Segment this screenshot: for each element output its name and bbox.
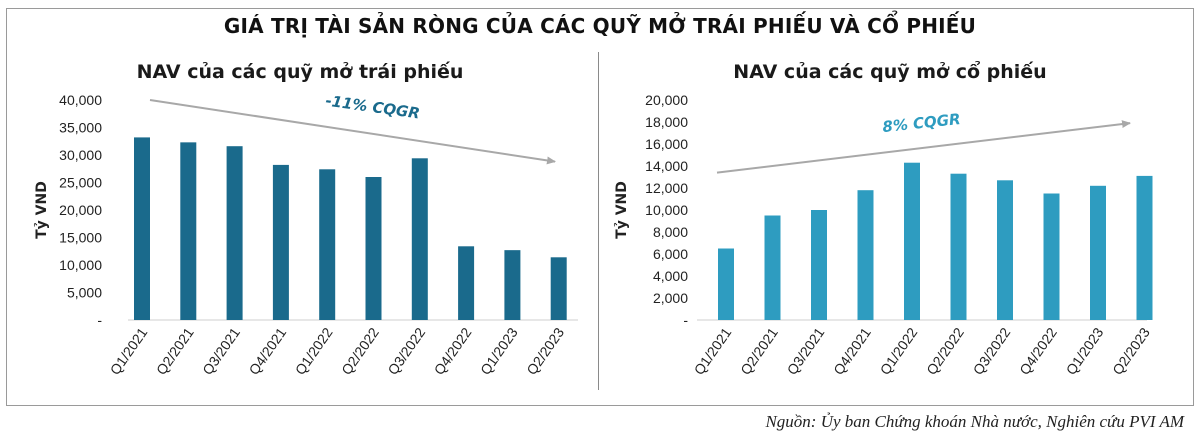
bar-q3-2022 — [411, 158, 428, 320]
x-tick-label: Q1/2023 — [477, 324, 521, 377]
chart-title: NAV của các quỹ mở cổ phiếu — [733, 60, 1046, 83]
y-tick-label: 14,000 — [645, 158, 688, 174]
x-tick-label: Q2/2022 — [338, 324, 382, 377]
x-tick-label: Q1/2021 — [691, 324, 735, 377]
y-tick-label: 25,000 — [59, 175, 102, 191]
trend-label: 8% CQGR — [882, 110, 962, 136]
y-tick-label: 20,000 — [645, 92, 688, 108]
bar-q1-2021 — [134, 137, 150, 320]
bar-q3-2021 — [226, 146, 243, 320]
bar-q4-2022 — [1043, 193, 1060, 320]
x-tick-label: Q4/2021 — [245, 324, 289, 377]
bar-q4-2022 — [458, 246, 475, 320]
y-tick-label: 10,000 — [59, 257, 102, 273]
y-tick-label: 4,000 — [653, 268, 688, 284]
bar-q4-2021 — [272, 164, 289, 320]
equity-fund-chart: NAV của các quỹ mở cổ phiếu Tỷ VND - 2,000 4… — [614, 60, 1153, 378]
x-tick-label: Q3/2022 — [970, 324, 1014, 377]
x-tick-label: Q2/2021 — [153, 324, 197, 377]
y-tick-label: 40,000 — [59, 92, 102, 108]
bar-q1-2023 — [1090, 185, 1106, 320]
main-title: GIÁ TRỊ TÀI SẢN RÒNG CỦA CÁC QUỸ MỞ TRÁI… — [223, 14, 977, 38]
y-tick-label: 18,000 — [645, 114, 688, 130]
y-axis-label: Tỷ VND — [34, 181, 50, 239]
x-tick-label: Q2/2023 — [523, 324, 567, 377]
bar-q1-2022 — [319, 169, 336, 320]
x-tick-label: Q2/2023 — [1109, 324, 1153, 377]
y-tick-label: 30,000 — [59, 147, 102, 163]
y-tick-label: 5,000 — [67, 285, 102, 301]
y-tick-label: 8,000 — [653, 224, 688, 240]
bar-q2-2023 — [1136, 175, 1153, 320]
bar-q2-2023 — [550, 257, 567, 320]
x-tick-label: Q3/2021 — [784, 324, 828, 377]
x-tick-label: Q2/2021 — [737, 324, 781, 377]
bar-q3-2021 — [811, 210, 827, 320]
y-tick-label: 12,000 — [645, 180, 688, 196]
x-tick-label: Q1/2021 — [107, 324, 151, 377]
y-tick-label: 15,000 — [59, 230, 102, 246]
panel-divider — [598, 52, 599, 390]
y-tick-label: 20,000 — [59, 202, 102, 218]
bar-q2-2021 — [180, 142, 197, 320]
y-tick-label: 35,000 — [59, 120, 102, 136]
y-tick-label: 10,000 — [645, 202, 688, 218]
y-tick-label: 16,000 — [645, 136, 688, 152]
x-tick-label: Q1/2022 — [877, 324, 921, 377]
x-tick-label: Q1/2022 — [292, 324, 336, 377]
y-tick-label: 6,000 — [653, 246, 688, 262]
x-tick-label: Q3/2022 — [384, 324, 428, 377]
trend-arrow — [716, 120, 1131, 174]
x-tick-label: Q4/2021 — [830, 324, 874, 377]
trend-arrow — [149, 99, 556, 165]
x-tick-label: Q4/2022 — [431, 324, 475, 377]
y-tick-label: 2,000 — [653, 290, 688, 306]
bar-q1-2023 — [504, 250, 521, 320]
bar-q2-2021 — [764, 215, 781, 320]
bar-q1-2021 — [718, 248, 734, 320]
x-tick-label: Q3/2021 — [199, 324, 243, 377]
y-tick-label: - — [97, 312, 102, 328]
x-tick-label: Q1/2023 — [1063, 324, 1107, 377]
chart-title: NAV của các quỹ mở trái phiếu — [137, 60, 464, 83]
figure-frame — [6, 8, 1194, 406]
x-tick-label: Q2/2022 — [923, 324, 967, 377]
bar-q1-2022 — [904, 162, 920, 320]
bar-q2-2022 — [950, 173, 967, 320]
bond-fund-chart: NAV của các quỹ mở trái phiếu Tỷ VND - 5,00… — [34, 60, 578, 378]
trend-label: -11% CQGR — [324, 92, 421, 123]
y-tick-label: - — [683, 312, 688, 328]
x-tick-label: Q4/2022 — [1016, 324, 1060, 377]
bar-q4-2021 — [857, 190, 874, 320]
bar-q3-2022 — [997, 180, 1013, 320]
bar-q2-2022 — [365, 177, 382, 320]
y-axis-label: Tỷ VND — [614, 181, 630, 239]
source-note: Nguồn: Ủy ban Chứng khoán Nhà nước, Nghi… — [765, 412, 1184, 431]
